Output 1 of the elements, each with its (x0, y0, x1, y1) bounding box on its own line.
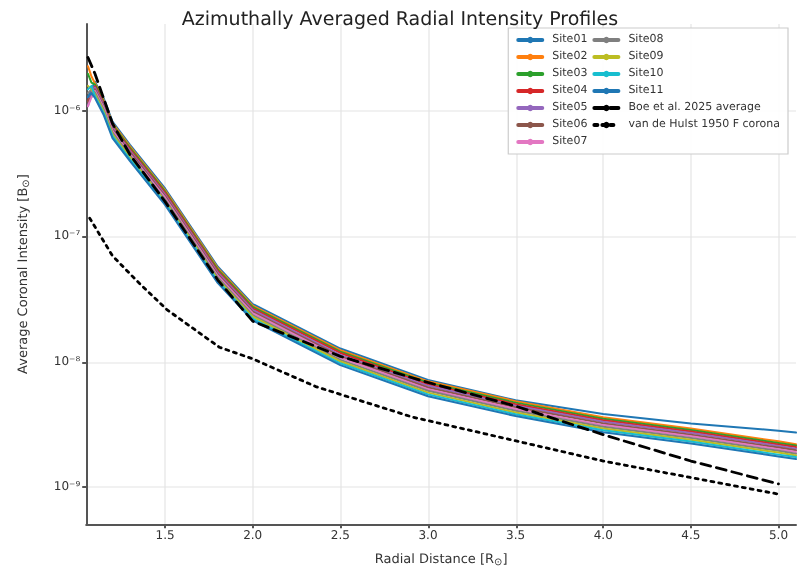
chart-title: Azimuthally Averaged Radial Intensity Profiles (181, 9, 619, 31)
